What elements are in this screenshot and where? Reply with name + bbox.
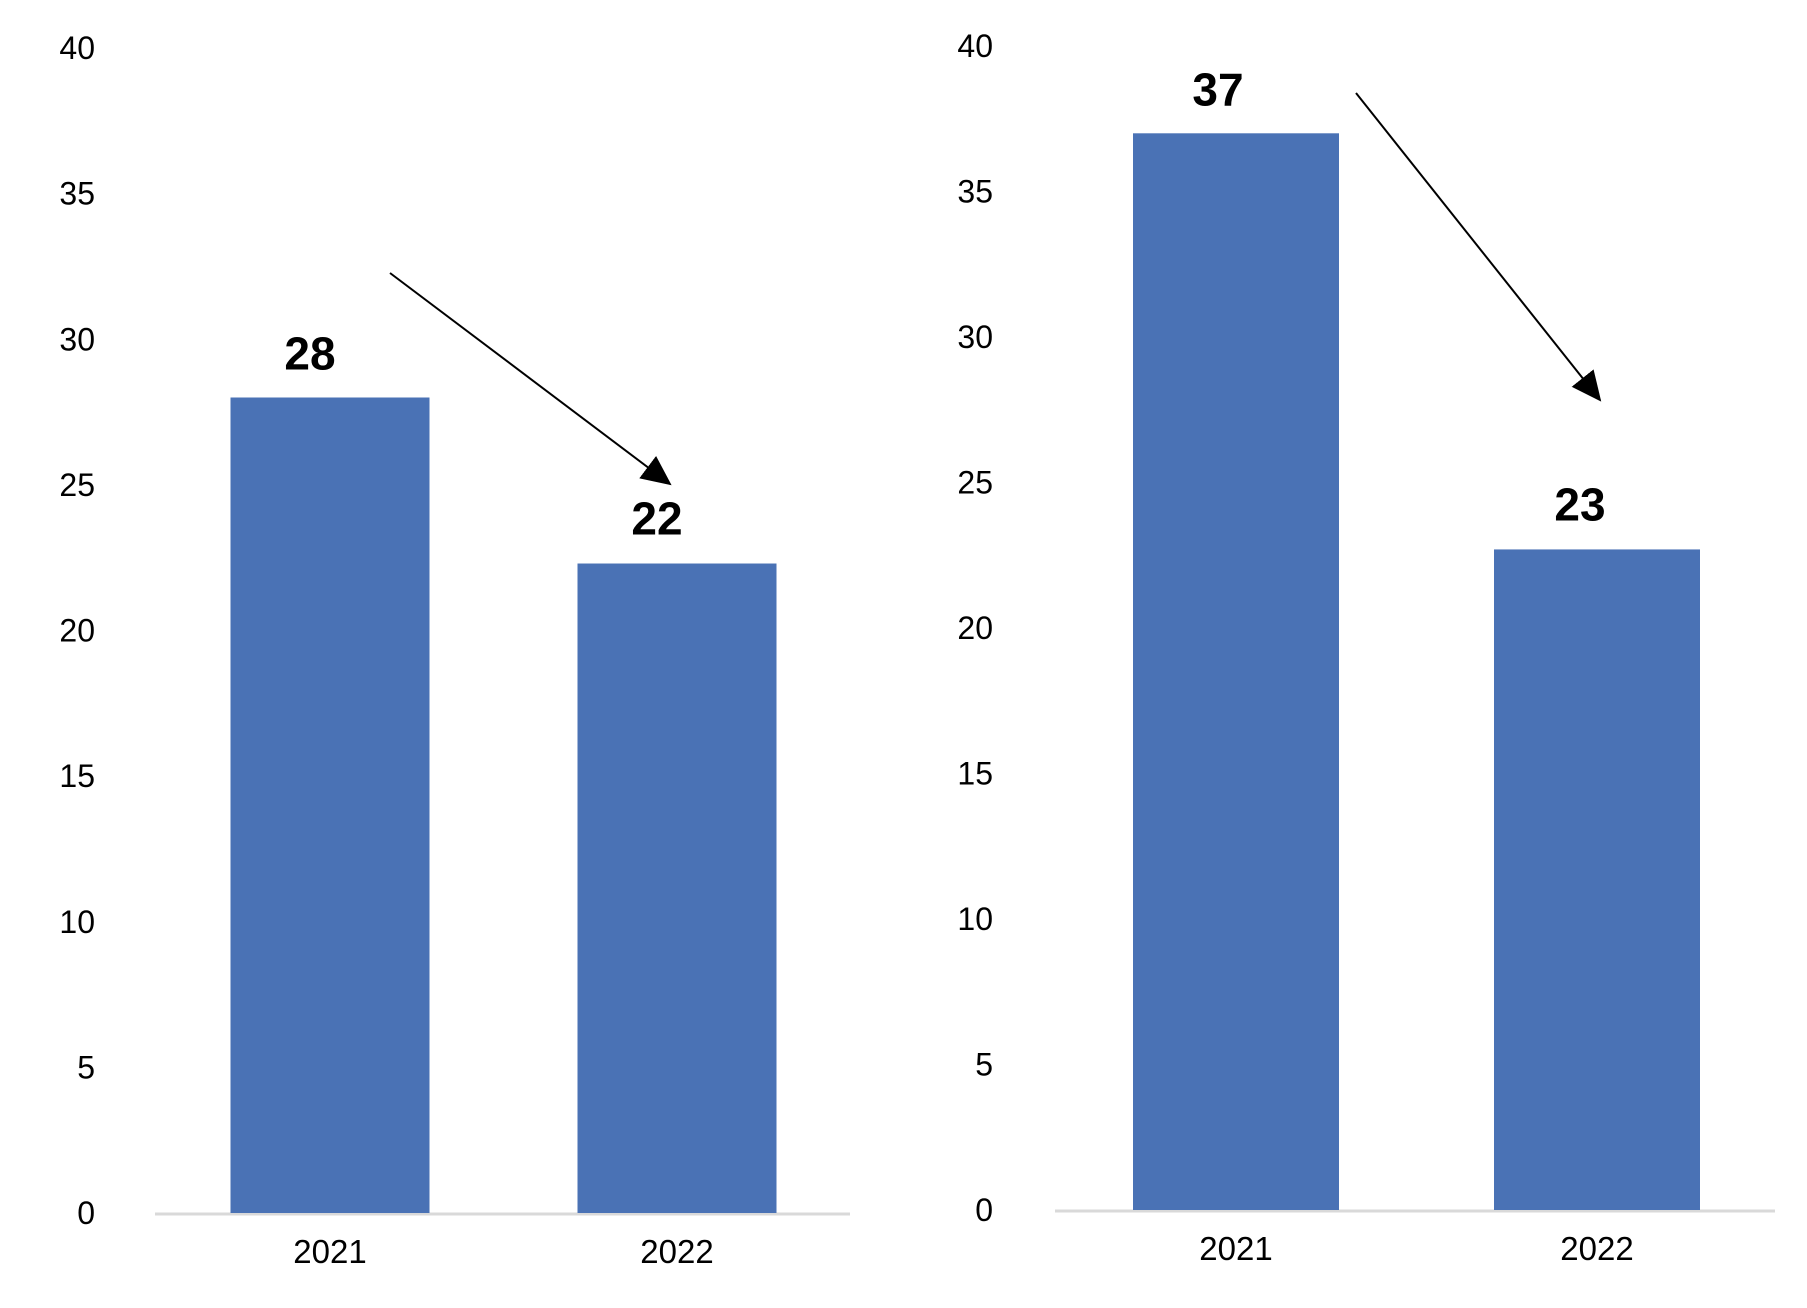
y-tick-label: 40	[957, 28, 993, 64]
y-tick-label: 35	[59, 176, 95, 212]
trend-arrow	[1355, 92, 1602, 402]
y-tick-label: 0	[975, 1192, 993, 1228]
data-label-2021: 28	[284, 328, 335, 380]
x-tick-label-2022: 2022	[1560, 1230, 1633, 1267]
y-tick-label: 5	[975, 1047, 993, 1083]
data-label-2021: 37	[1192, 63, 1243, 115]
bar-2021	[230, 397, 430, 1213]
y-tick-label: 25	[59, 467, 95, 503]
y-tick-label: 15	[957, 756, 993, 792]
y-tick-label: 15	[59, 758, 95, 794]
trend-arrow	[389, 272, 672, 486]
y-tick-label: 20	[59, 613, 95, 649]
y-tick-label: 30	[59, 321, 95, 357]
bar-2022	[1494, 549, 1700, 1210]
bar-2022	[577, 563, 777, 1213]
y-tick-label: 30	[957, 319, 993, 355]
y-tick-label: 25	[957, 465, 993, 501]
bar-2021	[1133, 133, 1339, 1210]
x-tick-label-2022: 2022	[640, 1233, 713, 1270]
y-tick-label: 5	[77, 1049, 95, 1085]
y-tick-label: 20	[957, 610, 993, 646]
y-tick-label: 0	[77, 1195, 95, 1231]
x-tick-label-2021: 2021	[1199, 1230, 1272, 1267]
y-tick-label: 10	[957, 901, 993, 937]
y-tick-label: 35	[957, 174, 993, 210]
data-label-2022: 23	[1554, 478, 1605, 530]
data-label-2022: 22	[631, 493, 682, 545]
x-tick-label-2021: 2021	[293, 1233, 366, 1270]
y-tick-label: 10	[59, 904, 95, 940]
y-tick-label: 40	[59, 30, 95, 66]
